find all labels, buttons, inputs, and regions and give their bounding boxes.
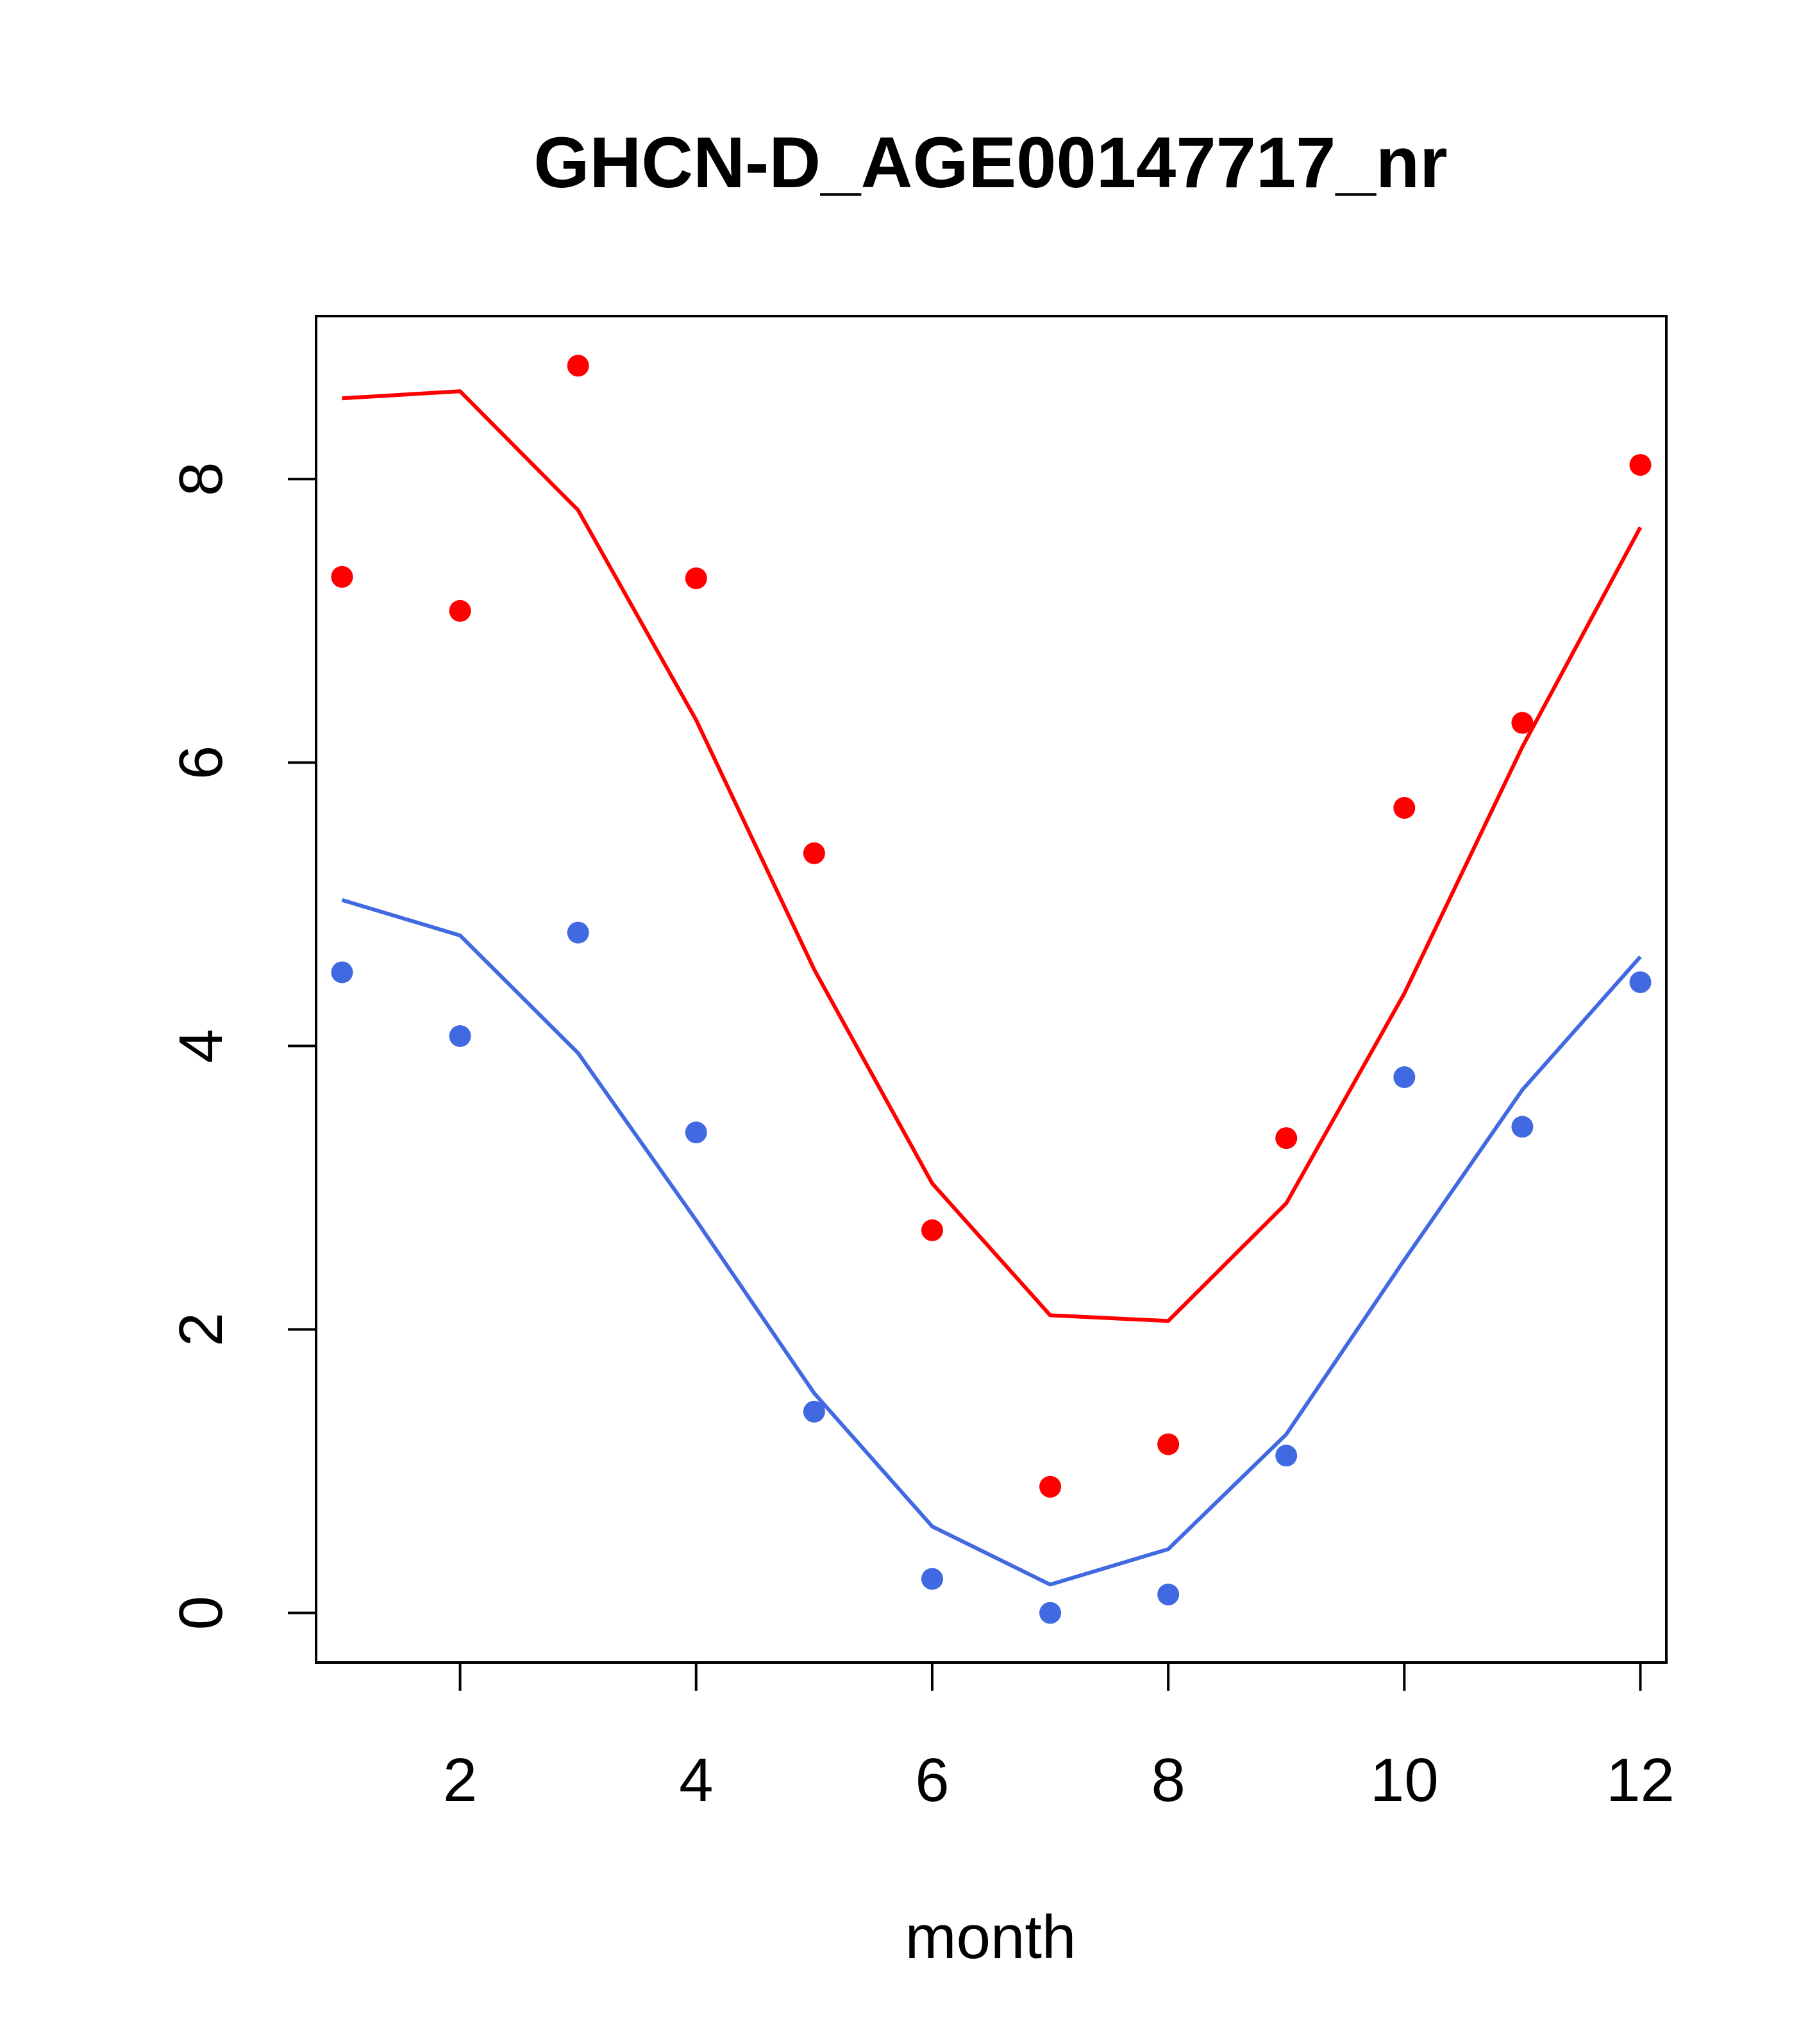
y-tick-label: 8 [167,462,235,496]
series-2-point [1039,1602,1062,1624]
series-2-point [1511,1116,1534,1138]
series-0-point [331,565,353,588]
series-layer [331,355,1652,1624]
series-2-point [1629,971,1652,993]
series-0-point [567,355,589,377]
x-tick-label: 8 [1151,1746,1185,1814]
series-2-point [685,1121,707,1144]
series-0-point [803,842,825,864]
x-tick-label: 6 [915,1746,949,1814]
series-2-point [1393,1066,1416,1089]
series-0-point [685,567,707,589]
y-tick-label: 6 [167,746,235,780]
series-0-point [1157,1433,1180,1455]
x-tick-label: 10 [1370,1746,1439,1814]
y-tick-label: 2 [167,1312,235,1346]
y-axis: 0 2 4 6 8 [167,462,317,1630]
series-2-point [331,961,353,984]
y-tick-label: 0 [167,1596,235,1630]
series-0-point [1275,1127,1298,1150]
series-2-point [1157,1583,1180,1605]
series-2-point [567,921,589,944]
series-0-point [1629,454,1652,476]
series-2-point [921,1568,943,1590]
series-0-point [1511,712,1534,734]
y-tick-label: 4 [167,1029,235,1063]
series-0-point [449,599,471,622]
series-1-line [342,389,1643,1323]
series-3-line [341,898,1642,1587]
series-0-point [921,1219,943,1241]
series-0-point [1039,1475,1062,1498]
series-0-point [1393,797,1416,819]
x-tick-label: 4 [679,1746,713,1814]
x-axis: 2 4 6 8 10 12 [443,1661,1675,1814]
x-axis-title: month [905,1903,1076,1972]
series-2-point [803,1400,825,1423]
x-tick-label: 12 [1606,1746,1675,1814]
chart-title: GHCN-D_AGE00147717_nr [533,122,1448,203]
series-2-point [449,1025,471,1047]
x-tick-label: 2 [443,1746,477,1814]
series-2-point [1275,1445,1298,1467]
